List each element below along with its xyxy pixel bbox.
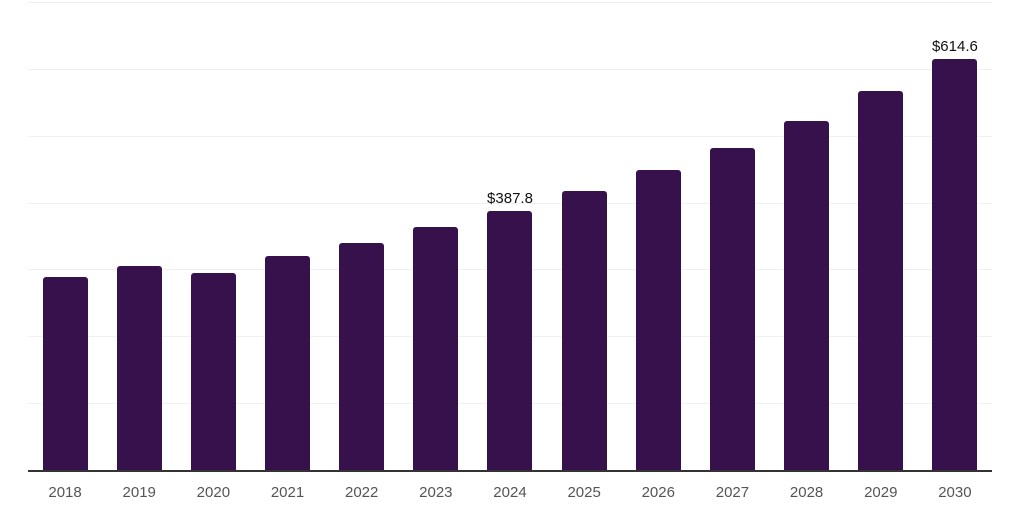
x-tick-label-2023: 2023 [419, 484, 453, 501]
bar-2027 [709, 148, 755, 470]
bar-2026 [635, 170, 681, 470]
bar-2024 [487, 210, 533, 470]
x-tick-label-2018: 2018 [48, 484, 82, 501]
gridline-500 [28, 135, 992, 137]
bar-2018 [42, 276, 88, 470]
x-tick-label-2020: 2020 [196, 484, 231, 501]
bar-cell-2028 [770, 121, 844, 470]
bar-2019 [116, 265, 162, 470]
x-tick-label-2022: 2022 [344, 484, 379, 501]
x-tick-label-2027: 2027 [715, 484, 750, 501]
x-tick-label-2024: 2024 [493, 484, 527, 501]
x-tick-label-2021: 2021 [270, 484, 305, 501]
x-tick-label-2028: 2028 [789, 484, 824, 501]
x-tick-label-2019: 2019 [122, 484, 156, 501]
bar-cell-2026 [621, 170, 695, 470]
bar-cell-2025 [547, 190, 621, 470]
gridline-400 [28, 202, 992, 204]
bar-2021 [265, 255, 311, 470]
bar-cell-2029 [844, 90, 918, 470]
x-axis-line [28, 470, 992, 472]
bar-cell-2024: $387.8 [473, 190, 547, 470]
x-tick-label-2030: 2030 [938, 484, 972, 501]
bar-2023 [413, 227, 459, 470]
bar-cell-2030: $614.6 [918, 38, 992, 470]
bar-cell-2022 [325, 243, 399, 470]
bar-cell-2027 [695, 148, 769, 470]
x-tick-label-2026: 2026 [641, 484, 675, 501]
bar-2020 [190, 272, 236, 470]
data-label-2030: $614.6 [931, 38, 978, 56]
plot-area: $387.8 $614.6 2018 2019 2020 2021 2022 2023 202… [28, 0, 992, 512]
bar-2025 [561, 190, 607, 470]
bar-2029 [858, 90, 904, 470]
bar-2022 [339, 243, 385, 470]
bar-cell-2018 [28, 276, 102, 470]
bar-2028 [784, 121, 830, 470]
gridline-600 [28, 68, 992, 70]
bar-cell-2021 [250, 255, 324, 470]
bar-cell-2023 [399, 227, 473, 470]
gridline-700 [28, 2, 992, 3]
bar-2030 [932, 59, 978, 470]
x-tick-label-2025: 2025 [567, 484, 601, 501]
bar-cell-2020 [176, 272, 250, 470]
bar-cell-2019 [102, 265, 176, 470]
data-label-2024: $387.8 [487, 189, 533, 207]
x-tick-label-2029: 2029 [864, 484, 898, 501]
